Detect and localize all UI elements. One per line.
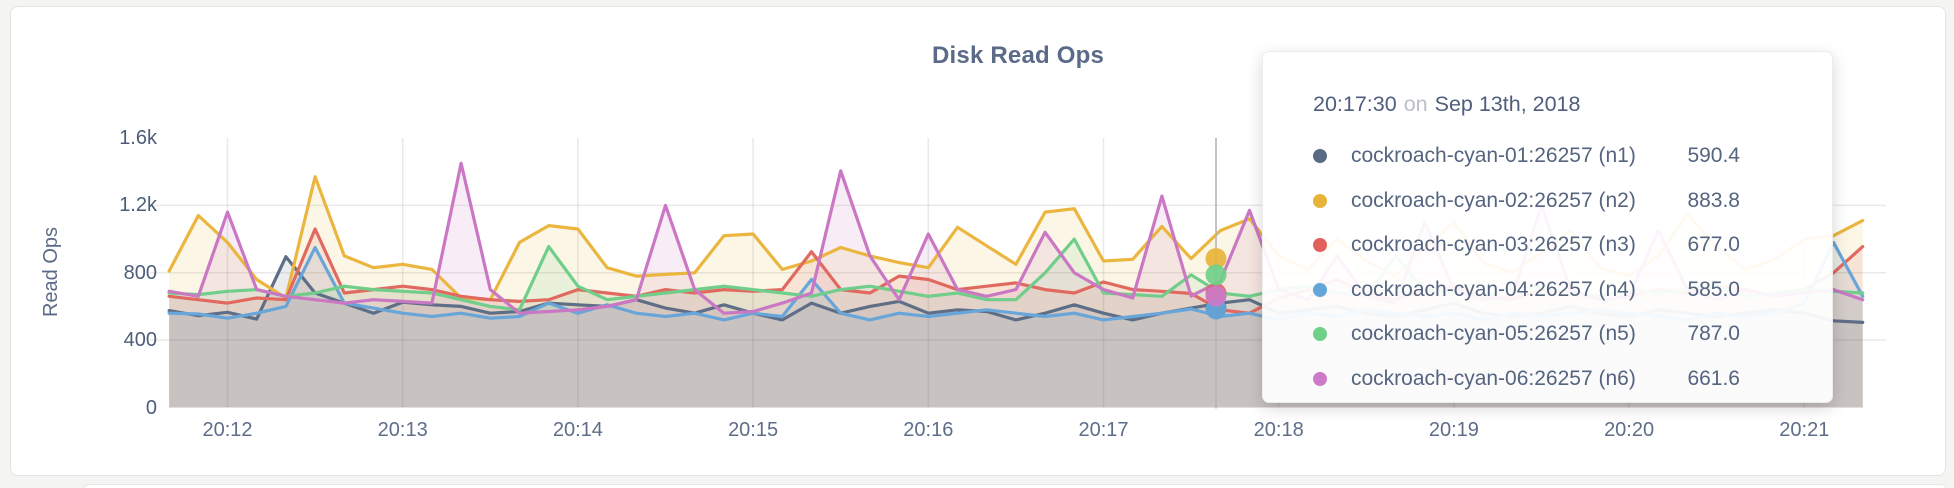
series-color-dot-icon — [1313, 371, 1327, 386]
tooltip-row-n4: cockroach-cyan-04:26257 (n4) 585.0 — [1313, 268, 1792, 313]
hover-layer — [1205, 138, 1227, 409]
x-tick-label-20:19: 20:19 — [1428, 419, 1479, 441]
next-chart-card-edge — [83, 484, 1947, 488]
y-tick-label-0: 0 — [145, 396, 157, 419]
chart-hover-tooltip: 20:17:30 on Sep 13th, 2018 cockroach-cyan-… — [1262, 51, 1833, 403]
tooltip-time: 20:17:30 — [1313, 92, 1397, 116]
hover-point-n2 — [1205, 248, 1227, 270]
hover-point-n5 — [1205, 264, 1227, 286]
tooltip-on-word: on — [1403, 92, 1428, 116]
hover-point-n6 — [1205, 285, 1227, 307]
tooltip-row-n1: cockroach-cyan-01:26257 (n1) 590.4 — [1313, 134, 1792, 179]
x-tick-label-20:18: 20:18 — [1253, 419, 1304, 441]
tooltip-series-value: 590.4 — [1687, 144, 1740, 168]
y-tick-label-400: 400 — [123, 329, 157, 352]
tooltip-series-name: cockroach-cyan-01:26257 (n1) — [1351, 144, 1636, 168]
tooltip-series-list: cockroach-cyan-01:26257 (n1) 590.4 cockroa… — [1313, 134, 1792, 401]
x-tick-label-20:21: 20:21 — [1779, 419, 1830, 441]
tooltip-series-value: 787.0 — [1687, 322, 1740, 346]
x-tick-label-20:12: 20:12 — [202, 419, 253, 441]
tooltip-series-name: cockroach-cyan-06:26257 (n6) — [1351, 366, 1636, 390]
tooltip-series-value: 661.6 — [1687, 366, 1740, 390]
tooltip-row-n3: cockroach-cyan-03:26257 (n3) 677.0 — [1313, 223, 1792, 268]
series-color-dot-icon — [1313, 282, 1327, 297]
x-tick-label-20:17: 20:17 — [1078, 419, 1129, 441]
tooltip-row-n5: cockroach-cyan-05:26257 (n5) 787.0 — [1313, 312, 1792, 357]
tooltip-series-name: cockroach-cyan-03:26257 (n3) — [1351, 233, 1636, 257]
tooltip-series-value: 585.0 — [1687, 277, 1740, 301]
x-tick-label-20:14: 20:14 — [552, 419, 603, 441]
x-tick-label-20:15: 20:15 — [728, 419, 779, 441]
tooltip-series-name: cockroach-cyan-02:26257 (n2) — [1351, 188, 1636, 212]
series-color-dot-icon — [1313, 238, 1327, 253]
tooltip-series-value: 677.0 — [1687, 233, 1740, 257]
series-color-dot-icon — [1313, 327, 1327, 342]
tooltip-header: 20:17:30 on Sep 13th, 2018 — [1313, 92, 1792, 117]
x-tick-label-20:13: 20:13 — [377, 419, 428, 441]
tooltip-series-value: 883.8 — [1687, 188, 1740, 212]
y-tick-label-1.6k: 1.6k — [119, 127, 157, 149]
tooltip-series-name: cockroach-cyan-05:26257 (n5) — [1351, 322, 1636, 346]
tooltip-row-n6: cockroach-cyan-06:26257 (n6) 661.6 — [1313, 357, 1792, 402]
series-color-dot-icon — [1313, 193, 1327, 208]
y-tick-label-1.2k: 1.2k — [119, 194, 157, 217]
tooltip-date: Sep 13th, 2018 — [1434, 92, 1581, 116]
series-color-dot-icon — [1313, 149, 1327, 164]
chart-title: Disk Read Ops — [932, 42, 1104, 69]
x-tick-label-20:16: 20:16 — [903, 419, 954, 441]
tooltip-row-n2: cockroach-cyan-02:26257 (n2) 883.8 — [1313, 179, 1792, 224]
y-tick-label-800: 800 — [123, 261, 157, 284]
x-tick-label-20:20: 20:20 — [1604, 419, 1655, 441]
tooltip-series-name: cockroach-cyan-04:26257 (n4) — [1351, 277, 1636, 301]
